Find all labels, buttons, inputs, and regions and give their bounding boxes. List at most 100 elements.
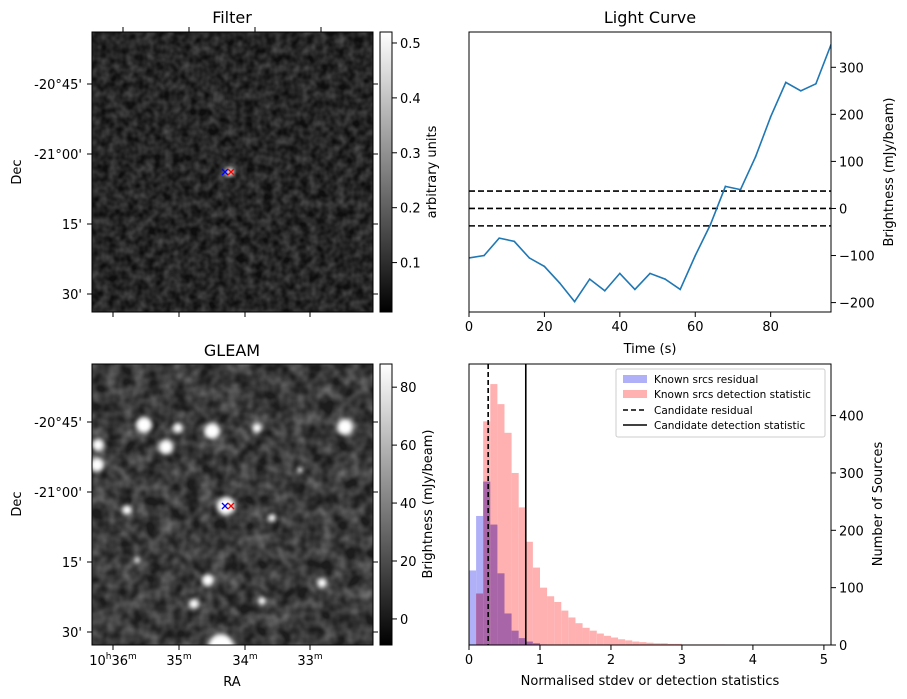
x-tick-label: 4: [749, 653, 757, 668]
colorbar-tick-label: 0.3: [400, 147, 421, 162]
filter-dec-tick-label: 15': [62, 218, 82, 233]
filter-panel: Filter: [10, 8, 440, 317]
gleam-ra-tick-label: 34m: [232, 652, 257, 669]
filter-colorbar-label: arbitrary units: [425, 125, 440, 218]
filter-dec-tick-label: -20°45': [34, 78, 82, 93]
filter-ra-ticks: [112, 27, 322, 317]
y-tick-label: 100: [839, 155, 864, 170]
detection-bar: [504, 432, 512, 645]
y-tick-label: 300: [839, 467, 864, 482]
gleam-image: [92, 364, 373, 645]
filter-colorbar: 0.1 0.2 0.3 0.4 0.5 arbitrary units: [379, 31, 440, 313]
colorbar-tick-label: 40: [400, 497, 417, 512]
gleam-ra-ticks: 10h36m 35m 34m 33m: [89, 645, 323, 669]
residual-bar: [504, 613, 512, 645]
gleam-dec-tick-label: -21°00': [34, 486, 82, 501]
y-tick-label: 400: [839, 410, 864, 425]
x-tick-label: 60: [687, 320, 704, 335]
residual-bar: [490, 524, 498, 645]
residual-bar: [469, 570, 477, 645]
lightcurve-ylabel: Brightness (mJy/beam): [882, 98, 897, 247]
colorbar-tick-label: 0: [400, 613, 408, 628]
filter-ylabel: Dec: [10, 159, 25, 184]
gleam-dec-tick-label: 30': [62, 626, 82, 641]
histogram-xlabel: Normalised stdev or detection statistics: [521, 674, 780, 689]
detection-bar: [667, 643, 675, 645]
gleam-xlabel: RA: [223, 675, 241, 690]
detection-bar: [653, 643, 661, 645]
lightcurve-panel: Light Curve 0 20 40 60 80 −200 −100 0 100 200 300…: [465, 8, 897, 357]
colorbar-tick-label: 80: [400, 381, 417, 396]
gleam-ra-tick-label: 35m: [166, 652, 191, 669]
gleam-ra-tick-label: 33m: [297, 652, 322, 669]
gleam-markers: [221, 502, 235, 510]
lightcurve-point: [769, 115, 772, 118]
y-tick-label: 200: [839, 108, 864, 123]
y-tick-label: −200: [839, 297, 875, 312]
histogram-x-ticks: 0 1 2 3 4 5: [465, 645, 828, 668]
filter-colorbar-frame: [379, 31, 393, 313]
lightcurve-point: [573, 300, 576, 303]
residual-bar: [511, 630, 519, 645]
residual-bar: [476, 593, 484, 645]
legend-swatch-detection: [623, 390, 647, 398]
legend-label: Candidate residual: [654, 405, 753, 417]
residual-bar: [518, 638, 526, 645]
x-tick-label: 3: [678, 653, 686, 668]
gleam-blue-x-marker: [221, 502, 229, 510]
legend-label: Known srcs residual: [654, 374, 758, 386]
detection-bar: [518, 507, 526, 645]
filter-colorbar-ticks: 0.1 0.2 0.3 0.4 0.5: [392, 37, 421, 272]
x-tick-label: 5: [820, 653, 828, 668]
residual-bar: [525, 641, 533, 645]
detection-bar: [575, 623, 583, 645]
histogram-frame: [468, 363, 832, 646]
lightcurve-point: [724, 185, 727, 188]
x-tick-label: 20: [536, 320, 553, 335]
detection-bar: [618, 639, 626, 645]
lightcurve-series: [469, 43, 831, 303]
x-tick-label: 2: [607, 653, 615, 668]
gleam-dec-ticks: -20°45' -21°00' 15' 30': [34, 416, 378, 641]
lightcurve-point: [664, 278, 666, 280]
lightcurve-point: [588, 278, 591, 280]
y-tick-label: −100: [839, 250, 875, 265]
lightcurve-point: [619, 272, 621, 275]
filter-red-x-marker: [227, 168, 235, 176]
detection-bar: [511, 472, 519, 645]
detection-bar: [547, 596, 555, 645]
lightcurve-point: [649, 272, 651, 275]
lightcurve-point: [603, 290, 606, 292]
filter-frame: [91, 31, 374, 313]
lightcurve-point: [679, 288, 681, 291]
x-tick-label: 0: [465, 653, 473, 668]
detection-bar: [561, 610, 569, 645]
lightcurve-point: [543, 265, 546, 268]
colorbar-tick-label: 0.5: [400, 37, 421, 52]
legend-box: [615, 368, 826, 438]
detection-bar: [660, 643, 668, 645]
lightcurve-frame: [468, 31, 832, 313]
gleam-colorbar-label: Brightness (mJy/beam): [421, 430, 436, 579]
filter-image: [92, 32, 373, 312]
filter-dec-ticks: -20°45' -21°00' 15' 30': [34, 78, 378, 303]
histogram-ylabel: Number of Sources: [871, 442, 886, 567]
lightcurve-point: [483, 254, 485, 257]
gleam-sources: [92, 417, 353, 645]
x-tick-label: 0: [465, 320, 473, 335]
lightcurve-point: [784, 81, 787, 84]
colorbar-tick-label: 0.4: [400, 92, 421, 107]
gleam-title: GLEAM: [204, 341, 260, 360]
histogram-panel: 0 1 2 3 4 5 0 100 200 300 400 Normalised stdev or…: [465, 363, 886, 689]
lightcurve-point: [694, 254, 697, 257]
detection-bar: [625, 640, 633, 645]
gleam-colorbar-gradient: [380, 364, 392, 645]
lightcurve-y-ticks: −200 −100 0 100 200 300: [831, 61, 875, 312]
gleam-panel: GLEAM: [10, 341, 436, 690]
lightcurve-point: [634, 288, 636, 291]
y-tick-label: 300: [839, 61, 864, 76]
residual-bar: [497, 573, 505, 645]
x-tick-label: 1: [536, 653, 544, 668]
detection-bar: [525, 541, 533, 645]
lightcurve-point: [498, 237, 500, 239]
